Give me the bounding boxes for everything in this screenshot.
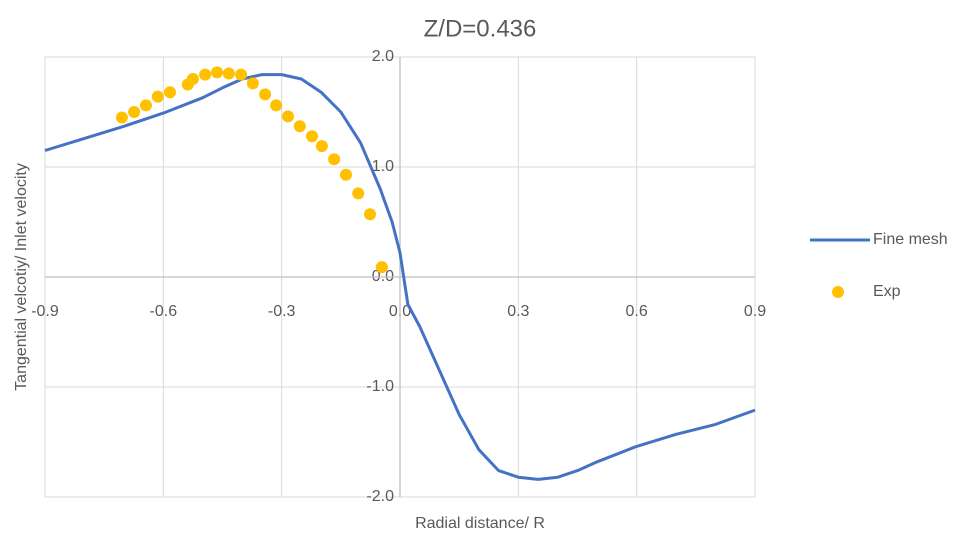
data-point [339, 168, 352, 181]
data-point [364, 208, 377, 221]
data-point [259, 88, 272, 101]
legend-label: Fine mesh [873, 231, 948, 248]
data-point [139, 99, 152, 112]
data-point [270, 99, 283, 112]
line-series [44, 73, 756, 481]
data-point [246, 77, 259, 90]
legend-label: Exp [873, 283, 901, 300]
x-axis-title: Radial distance/ R [415, 515, 545, 532]
legend-swatch [832, 286, 844, 298]
x-tick-label: 0.6 [626, 303, 648, 320]
x-tick-label: -0.3 [268, 303, 296, 320]
y-tick-label: 1.0 [372, 158, 394, 175]
x-tick-label: 0.9 [744, 303, 766, 320]
x-tick-label: -0.9 [31, 303, 59, 320]
y-tick-label: 2.0 [372, 48, 394, 65]
data-point [115, 111, 128, 124]
data-point [186, 73, 199, 85]
data-point [293, 120, 306, 133]
chart-title: Z/D=0.436 [424, 15, 537, 42]
data-point [151, 90, 164, 103]
y-tick-label: -2.0 [366, 488, 394, 505]
data-point [315, 140, 328, 153]
x-tick-label: 0.3 [507, 303, 529, 320]
data-point [306, 130, 319, 143]
data-point [352, 187, 365, 200]
data-point [281, 110, 294, 123]
data-point [222, 67, 235, 80]
data-point [375, 261, 388, 274]
data-point [235, 68, 248, 81]
x-tick-label: -0.6 [150, 303, 178, 320]
data-point [210, 66, 223, 79]
data-point [164, 86, 177, 99]
data-point [328, 153, 341, 166]
data-point [199, 68, 212, 81]
y-tick-label: -1.0 [366, 378, 394, 395]
data-point [128, 106, 141, 118]
y-axis-title: Tangential velcotiy/ Inlet velocity [13, 163, 30, 391]
